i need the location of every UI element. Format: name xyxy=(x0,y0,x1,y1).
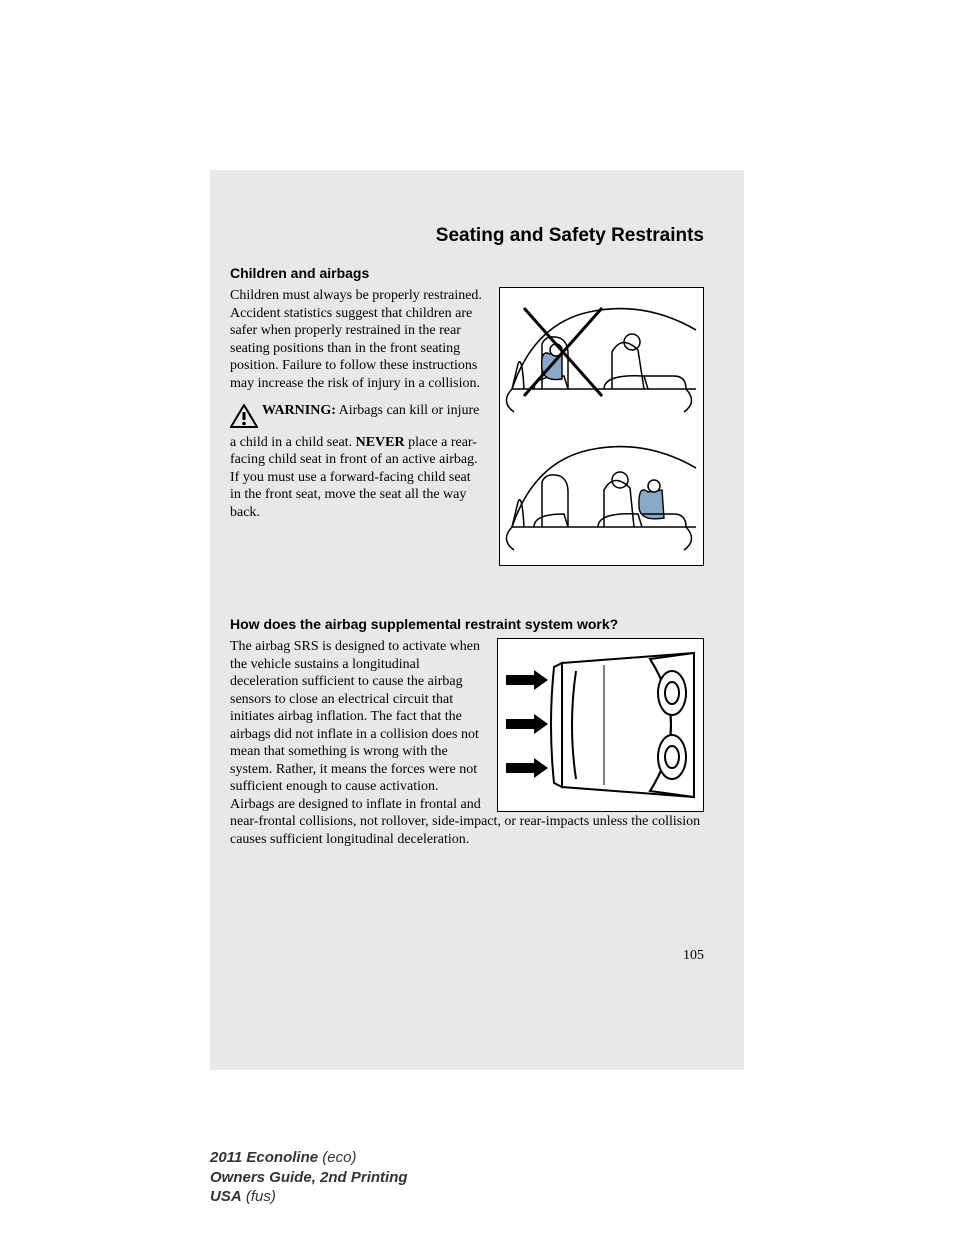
footer-model: 2011 Econoline xyxy=(210,1149,318,1166)
footer-guide: Owners Guide, 2nd Printing xyxy=(210,1169,408,1186)
page-title: Seating and Safety Restraints xyxy=(230,225,704,247)
warning-icon xyxy=(230,404,258,434)
section1: Children must always be properly restrai… xyxy=(230,287,704,566)
warning-box: WARNING: Airbags can kill or injure a ch… xyxy=(230,402,485,521)
footer-region-code: (fus) xyxy=(242,1188,276,1205)
section2: The airbag SRS is designed to activate w… xyxy=(230,638,704,848)
section1-body: Children must always be properly restrai… xyxy=(230,287,485,392)
section2-body1: The airbag SRS is designed to activate w… xyxy=(230,638,483,813)
section2-figure xyxy=(497,638,704,812)
warning-label: WARNING: xyxy=(262,403,336,418)
section1-text: Children must always be properly restrai… xyxy=(230,287,485,521)
section2-body2: near-frontal collisions, not rollover, s… xyxy=(230,813,704,848)
frontal-impact-diagram xyxy=(504,645,697,805)
warning-never: NEVER xyxy=(356,435,405,450)
section2-heading: How does the airbag supplemental restrai… xyxy=(230,616,704,632)
page-number: 105 xyxy=(230,948,704,964)
section2-text: The airbag SRS is designed to activate w… xyxy=(230,638,483,813)
footer-model-code: (eco) xyxy=(318,1149,356,1166)
footer: 2011 Econoline (eco) Owners Guide, 2nd P… xyxy=(210,1148,408,1207)
section1-figure xyxy=(499,287,704,566)
section1-heading: Children and airbags xyxy=(230,265,704,281)
page-content: Seating and Safety Restraints Children a… xyxy=(210,225,744,964)
child-seat-diagram xyxy=(504,294,699,554)
footer-region: USA xyxy=(210,1188,242,1205)
